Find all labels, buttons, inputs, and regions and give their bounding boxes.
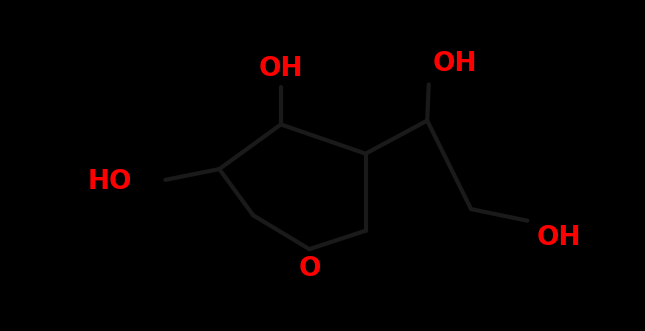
Text: OH: OH <box>433 51 477 77</box>
Text: HO: HO <box>88 169 132 195</box>
Text: OH: OH <box>537 225 581 251</box>
Text: OH: OH <box>259 56 303 82</box>
Text: O: O <box>298 256 321 282</box>
